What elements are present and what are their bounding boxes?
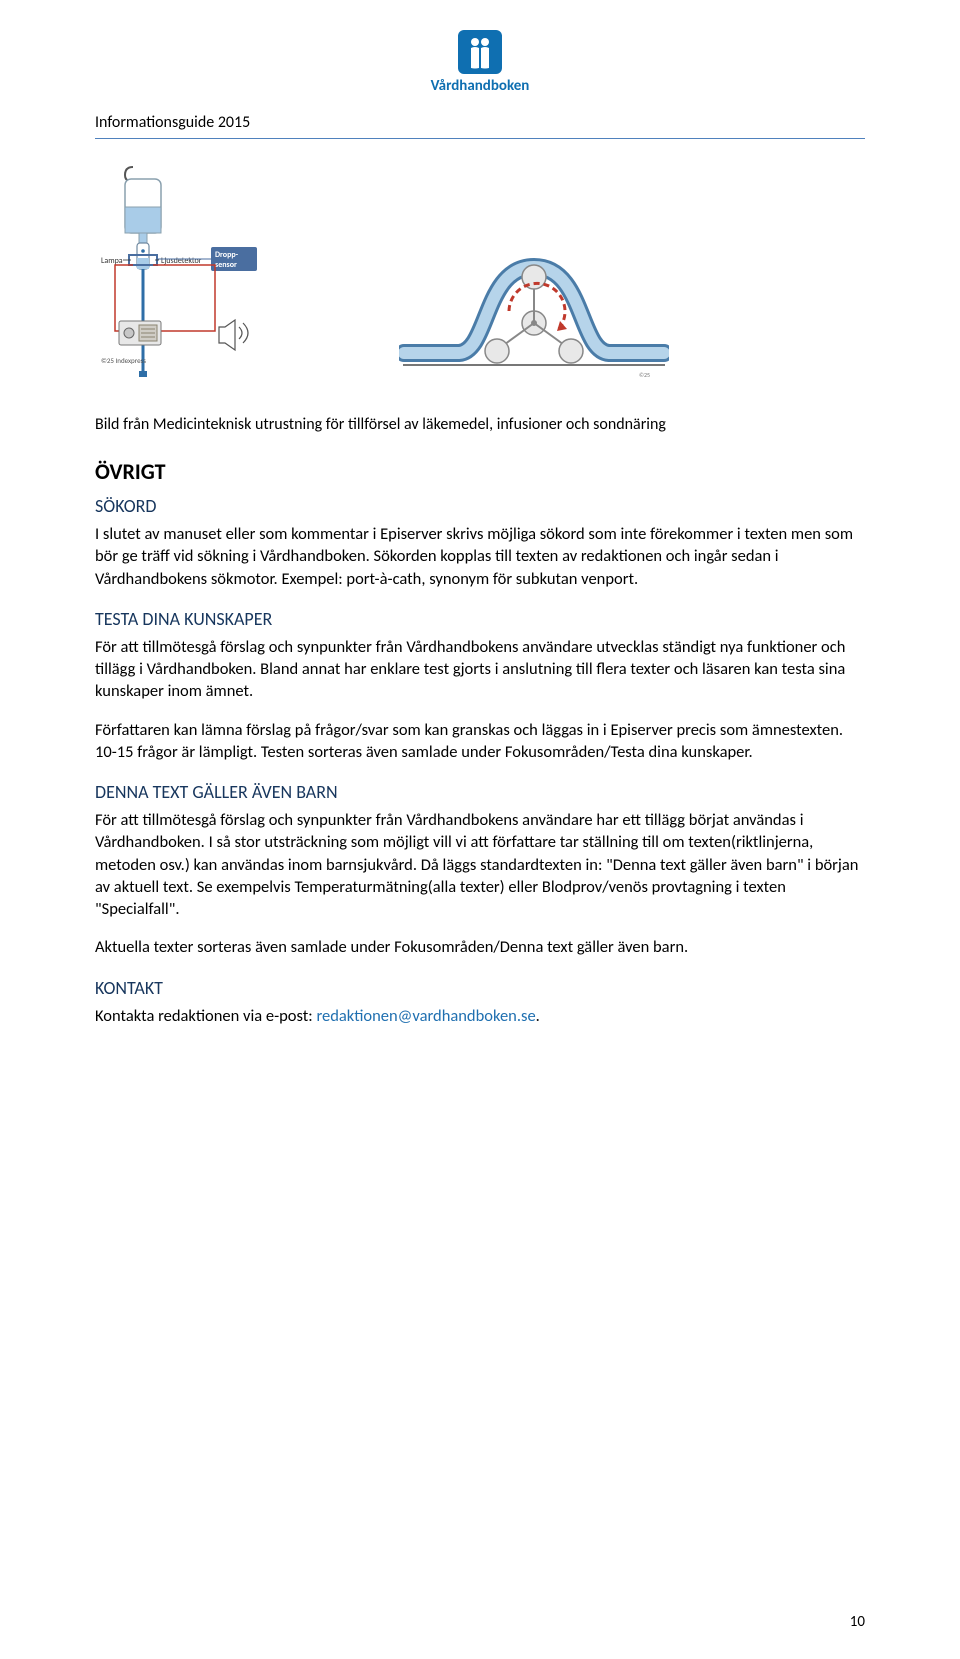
logo-text: Vårdhandboken [431,77,530,95]
figure-caption: Bild från Medicinteknisk utrustning för … [95,415,865,434]
kontakt-post: . [536,1006,540,1026]
label-droppsensor-1: Dropp- [215,250,239,260]
para-sokord: I slutet av manuset eller som kommentar … [95,523,865,590]
figure-iv-sensor: Lampa Ljusdetektor Dropp- sensor [99,163,289,393]
email-link[interactable]: redaktionen@vardhandboken.se [316,1006,535,1026]
svg-text:©25: ©25 [639,371,650,379]
logo: Vårdhandboken [95,30,865,95]
people-icon [465,35,495,69]
heading-kontakt: KONTAKT [95,977,865,999]
figure-peristaltic-pump: ©25 [399,231,669,381]
heading-testa: TESTA DINA KUNSKAPER [95,608,865,630]
para-barn-1: För att tillmötesgå förslag och synpunkt… [95,809,865,920]
para-barn-2: Aktuella texter sorteras även samlade un… [95,936,865,958]
heading-sokord: SÖKORD [95,495,865,517]
para-testa-2: Författaren kan lämna förslag på frågor/… [95,719,865,764]
page: Vårdhandboken Informationsguide 2015 Lam… [0,0,960,1659]
figure-row: Lampa Ljusdetektor Dropp- sensor [99,163,865,393]
kontakt-pre: Kontakta redaktionen via e-post: [95,1006,316,1026]
page-number: 10 [850,1613,865,1631]
doc-subtitle: Informationsguide 2015 [95,113,865,132]
logo-icon [458,30,502,74]
para-testa-1: För att tillmötesgå förslag och synpunkt… [95,636,865,703]
heading-barn: DENNA TEXT GÄLLER ÄVEN BARN [95,781,865,803]
para-kontakt: Kontakta redaktionen via e-post: redakti… [95,1005,865,1027]
label-inera: ©25 Indexpress [101,356,146,365]
heading-ovrigt: ÖVRIGT [95,458,865,485]
header-rule [95,138,865,139]
label-droppsensor-2: sensor [215,260,237,270]
